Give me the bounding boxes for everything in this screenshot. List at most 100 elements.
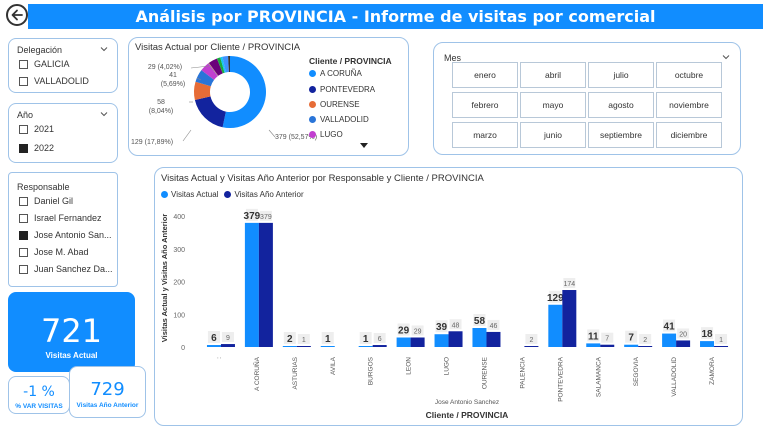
bar-actual[interactable] (472, 328, 487, 347)
x-tick-label: OURENSE (481, 356, 488, 389)
donut-slice-otros[interactable] (228, 56, 230, 73)
chevron-down-icon[interactable] (100, 110, 108, 118)
donut-slice-asturias[interactable] (207, 63, 218, 77)
donut-slice-ourense[interactable] (194, 81, 211, 100)
checkbox[interactable] (19, 264, 28, 274)
bar-anterior[interactable] (448, 331, 463, 347)
checkbox-checked[interactable] (19, 143, 28, 153)
donut-slice-valladolid[interactable] (195, 70, 215, 87)
donut-slice-pontevedra[interactable] (194, 96, 226, 128)
chevron-down-icon[interactable] (722, 53, 730, 61)
donut-slice-burgos[interactable] (208, 62, 219, 76)
responsable-option-israel-fernandez[interactable]: Israel Fernandez (19, 213, 102, 223)
bar-actual[interactable] (282, 346, 297, 347)
bar-anterior[interactable] (638, 346, 653, 347)
donut-slice-lugo[interactable] (201, 63, 218, 80)
month-button-octubre[interactable]: octubre (656, 62, 722, 88)
legend-label-actual[interactable]: Visitas Actual (171, 190, 219, 199)
data-label-bg (283, 332, 296, 344)
legend-item-lugo[interactable]: LUGO (309, 130, 343, 139)
bar-anterior[interactable] (220, 344, 235, 347)
month-button-mayo[interactable]: mayo (520, 92, 586, 118)
checkbox[interactable] (19, 124, 28, 134)
legend-dot (309, 101, 316, 108)
donut-slice-segovia[interactable] (220, 56, 226, 73)
legend-item-valladolid[interactable]: VALLADOLID (309, 115, 369, 124)
bar-data-label: 11 (588, 331, 599, 342)
x-tick-label: PALENCIA (519, 356, 526, 388)
bar-data-label: 2 (643, 337, 647, 344)
legend-item-a-coruna[interactable]: A CORUÑA (309, 69, 362, 78)
checkbox[interactable] (19, 76, 28, 86)
legend-item-pontevedra[interactable]: PONTEVEDRA (309, 85, 375, 94)
checkbox-checked[interactable] (19, 230, 28, 240)
delegacion-option-valladolid[interactable]: VALLADOLID (19, 76, 89, 86)
month-button-septiembre[interactable]: septiembre (588, 122, 654, 148)
legend-item-ourense[interactable]: OURENSE (309, 100, 360, 109)
checkbox[interactable] (19, 247, 28, 257)
responsable-option-daniel-gil[interactable]: Daniel Gil (19, 196, 73, 206)
bar-anterior[interactable] (676, 340, 691, 347)
checkbox[interactable] (19, 196, 28, 206)
responsable-option-jose-m-abad[interactable]: Jose M. Abad (19, 247, 89, 257)
month-button-febrero[interactable]: febrero (452, 92, 518, 118)
bar-anterior[interactable] (600, 344, 615, 347)
bar-actual[interactable] (244, 222, 259, 347)
legend-label-anterior[interactable]: Visitas Año Anterior (234, 190, 304, 199)
bar-actual[interactable] (320, 346, 335, 347)
bar-data-label: 20 (679, 331, 687, 338)
caret-down-icon[interactable] (360, 143, 368, 149)
month-button-marzo[interactable]: marzo (452, 122, 518, 148)
back-button[interactable] (6, 4, 28, 26)
y-axis-label: Visitas Actual y Visitas Año Anterior (160, 214, 169, 343)
bar-actual[interactable] (434, 334, 449, 347)
month-button-abril[interactable]: abril (520, 62, 586, 88)
data-label-bg (245, 208, 258, 221)
bar-anterior[interactable] (486, 331, 501, 347)
bar-data-label: 1 (325, 334, 331, 345)
month-button-agosto[interactable]: agosto (588, 92, 654, 118)
responsable-option-juan-sanchez[interactable]: Juan Sanchez Da... (19, 264, 113, 274)
bar-actual[interactable] (700, 341, 715, 347)
month-button-julio[interactable]: julio (588, 62, 654, 88)
option-label: GALICIA (34, 59, 70, 69)
leader-line (182, 129, 192, 142)
bar-actual[interactable] (206, 345, 221, 347)
bar-anterior[interactable] (524, 346, 539, 347)
bar-anterior[interactable] (410, 337, 425, 347)
donut-slice-salamanca[interactable] (216, 57, 225, 74)
bar-data-label: 1 (719, 337, 723, 344)
donut-slice-a-coru-a[interactable] (222, 56, 266, 128)
bar-actual[interactable] (586, 343, 601, 347)
bar-anterior[interactable] (258, 222, 273, 347)
bar-actual[interactable] (624, 344, 639, 347)
month-button-junio[interactable]: junio (520, 122, 586, 148)
report-header: Análisis por PROVINCIA - Informe de visi… (28, 4, 763, 29)
bar-anterior[interactable] (296, 346, 311, 347)
anio-option-2021[interactable]: 2021 (19, 124, 54, 134)
data-label-bg (587, 329, 600, 342)
delegacion-option-galicia[interactable]: GALICIA (19, 59, 70, 69)
bar-anterior[interactable] (714, 346, 729, 347)
data-label-bg (601, 332, 614, 343)
x-tick-label: AVILA (330, 356, 337, 375)
month-button-enero[interactable]: enero (452, 62, 518, 88)
chevron-down-icon[interactable] (100, 45, 108, 53)
bar-actual[interactable] (396, 337, 411, 347)
bar-anterior[interactable] (562, 290, 577, 347)
anio-option-2022[interactable]: 2022 (19, 143, 54, 153)
bar-actual[interactable] (662, 333, 677, 347)
month-button-diciembre[interactable]: diciembre (656, 122, 722, 148)
responsable-option-jose-antonio[interactable]: Jose Antonio San... (19, 230, 112, 240)
month-button-noviembre[interactable]: noviembre (656, 92, 722, 118)
donut-slice-zamora[interactable] (222, 56, 229, 73)
x-tick-label: VALLADOLID (671, 357, 678, 397)
bar-actual[interactable] (548, 304, 563, 347)
donut-slice-leon[interactable] (208, 58, 223, 76)
checkbox[interactable] (19, 59, 28, 69)
bar-actual[interactable] (358, 346, 373, 347)
checkbox[interactable] (19, 213, 28, 223)
bar-anterior[interactable] (372, 345, 387, 347)
data-label-bg (525, 334, 538, 344)
donut-slice-avila[interactable] (208, 63, 219, 77)
